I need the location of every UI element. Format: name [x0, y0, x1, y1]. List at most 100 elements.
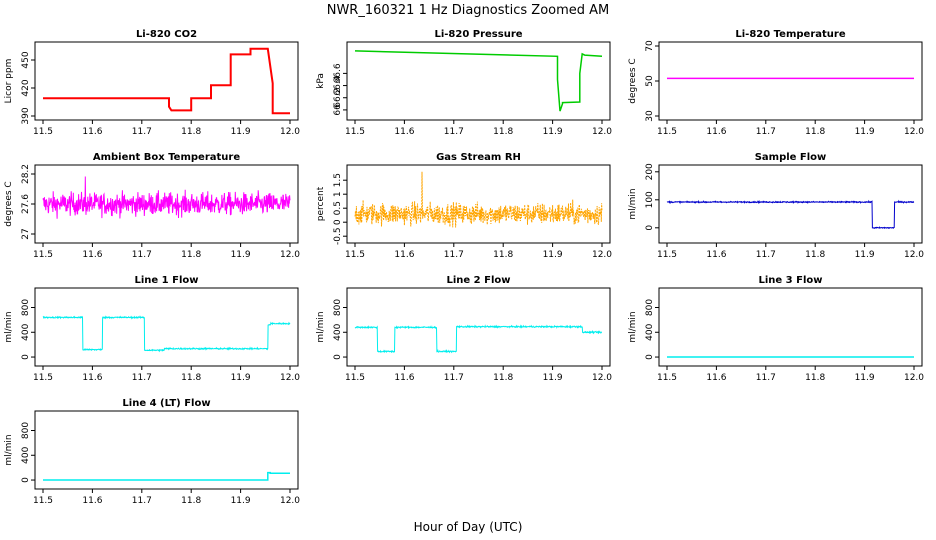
x-tick-label: 11.9 [855, 373, 875, 383]
y-tick-label: 50 [645, 75, 655, 87]
y-tick-label: 400 [21, 446, 31, 463]
x-tick-label: 11.9 [543, 127, 563, 137]
x-tick-label: 12.0 [904, 250, 924, 260]
panel-title: Li-820 CO2 [136, 29, 197, 40]
series-line-line4-0 [43, 471, 290, 481]
plot-frame [658, 287, 923, 367]
x-tick-label: 11.5 [345, 250, 365, 260]
x-tick-label: 12.0 [280, 250, 300, 260]
chart-panel-pressure: Li-820 Pressure 11.5 11.6 11.7 11.8 11.9 12.0 6… [316, 29, 612, 137]
x-tick-label: 11.9 [231, 496, 251, 506]
plot-frame [346, 287, 611, 367]
x-tick-label: 12.0 [280, 496, 300, 506]
x-tick-label: 11.8 [805, 250, 825, 260]
x-tick-label: 11.7 [132, 373, 152, 383]
y-axis-label: degrees C [628, 58, 638, 103]
panel-title: Li-820 Pressure [434, 29, 522, 40]
x-tick-label: 11.9 [231, 250, 251, 260]
series-line-pressure-0 [354, 50, 603, 112]
x-tick-label: 11.9 [231, 127, 251, 137]
x-tick-label: 11.8 [181, 250, 201, 260]
plot-frame [34, 41, 299, 121]
chart-panel-ambient: Ambient Box Temperature 11.5 11.6 11.7 11.8 1… [4, 152, 300, 260]
x-tick-label: 11.6 [82, 127, 102, 137]
y-axis-label: degrees C [4, 181, 14, 226]
y-tick-label: 100 [645, 191, 655, 208]
y-axis-label: ml/min [628, 188, 638, 219]
y-tick-label: 450 [21, 51, 31, 68]
x-tick-label: 11.9 [855, 250, 875, 260]
x-tick-label: 12.0 [904, 373, 924, 383]
y-tick-label: 0 [21, 477, 31, 483]
x-tick-label: 11.6 [706, 250, 726, 260]
y-axis-label: percent [316, 186, 326, 221]
y-tick-label: 27 [21, 228, 31, 239]
x-tick-label: 11.7 [132, 496, 152, 506]
x-tick-label: 11.7 [132, 127, 152, 137]
series-line-co2-0 [43, 47, 290, 115]
y-tick-label: 28.2 [21, 164, 31, 184]
x-tick-label: 11.9 [543, 250, 563, 260]
x-tick-label: 11.7 [132, 250, 152, 260]
x-tick-label: 12.0 [592, 373, 612, 383]
chart-panel-line3: Line 3 Flow 11.5 11.6 11.7 11.8 11.9 12.0 0 400 8… [628, 275, 924, 383]
x-tick-label: 11.5 [657, 127, 677, 137]
x-tick-label: 11.8 [181, 496, 201, 506]
x-tick-label: 12.0 [280, 373, 300, 383]
y-tick-label: 800 [333, 299, 343, 316]
x-tick-label: 11.8 [493, 373, 513, 383]
x-tick-label: 11.8 [805, 127, 825, 137]
plot-frame [346, 41, 611, 121]
x-tick-label: 11.6 [82, 373, 102, 383]
y-tick-label: 800 [21, 422, 31, 439]
y-tick-label: 1.5 [333, 173, 343, 187]
figure-title: NWR_160321 1 Hz Diagnostics Zoomed AM [327, 3, 610, 18]
y-tick-label: 400 [21, 323, 31, 340]
chart-panel-sample: Sample Flow 11.5 11.6 11.7 11.8 11.9 12.0 0 100 2… [628, 152, 924, 260]
x-axis-label: Hour of Day (UTC) [414, 520, 523, 534]
y-axis-label: ml/min [628, 311, 638, 342]
panel-title: Line 2 Flow [447, 275, 511, 286]
panel-title: Line 3 Flow [759, 275, 823, 286]
chart-panel-temperature: Li-820 Temperature 11.5 11.6 11.7 11.8 11.9 12… [628, 29, 924, 137]
x-tick-label: 11.8 [181, 373, 201, 383]
series-line-line2-0 [354, 324, 602, 354]
y-tick-label: 0 [645, 225, 655, 231]
chart-panel-line1: Line 1 Flow 11.5 11.6 11.7 11.8 11.9 12.0 0 400 8… [4, 275, 300, 383]
chart-panel-co2: Li-820 CO2 11.5 11.6 11.7 11.8 11.9 12.0 390 420… [4, 29, 300, 137]
y-tick-label: 30 [645, 110, 655, 122]
x-tick-label: 11.5 [33, 373, 53, 383]
x-tick-label: 11.5 [33, 127, 53, 137]
y-tick-label: 800 [645, 299, 655, 316]
x-tick-label: 11.5 [345, 373, 365, 383]
plot-frame [658, 164, 923, 244]
y-axis-label: ml/min [4, 311, 14, 342]
panel-title: Line 1 Flow [135, 275, 199, 286]
plot-frame [34, 410, 299, 490]
series-line-ambient-0 [42, 176, 291, 219]
x-tick-label: 11.9 [543, 373, 563, 383]
y-tick-label: 800 [21, 299, 31, 316]
chart-panel-line4: Line 4 (LT) Flow 11.5 11.6 11.7 11.8 11.9 12.0… [4, 398, 300, 506]
chart-panel-line2: Line 2 Flow 11.5 11.6 11.7 11.8 11.9 12.0 0 400 8… [316, 275, 612, 383]
x-tick-label: 12.0 [280, 127, 300, 137]
x-tick-label: 11.8 [181, 127, 201, 137]
y-axis-label: kPa [316, 73, 326, 89]
x-tick-label: 11.8 [493, 127, 513, 137]
x-tick-label: 11.6 [394, 127, 414, 137]
y-tick-label: 70 [645, 40, 655, 52]
x-tick-label: 11.7 [756, 373, 776, 383]
x-tick-label: 11.9 [855, 127, 875, 137]
x-tick-label: 11.7 [444, 250, 464, 260]
x-tick-label: 11.5 [33, 496, 53, 506]
panel-title: Li-820 Temperature [735, 29, 845, 40]
panel-title: Sample Flow [755, 152, 827, 163]
y-tick-label: 27.6 [21, 194, 31, 214]
x-tick-label: 11.6 [706, 127, 726, 137]
plot-frame [658, 41, 923, 121]
x-tick-label: 11.7 [444, 373, 464, 383]
y-axis-label: ml/min [4, 434, 14, 465]
